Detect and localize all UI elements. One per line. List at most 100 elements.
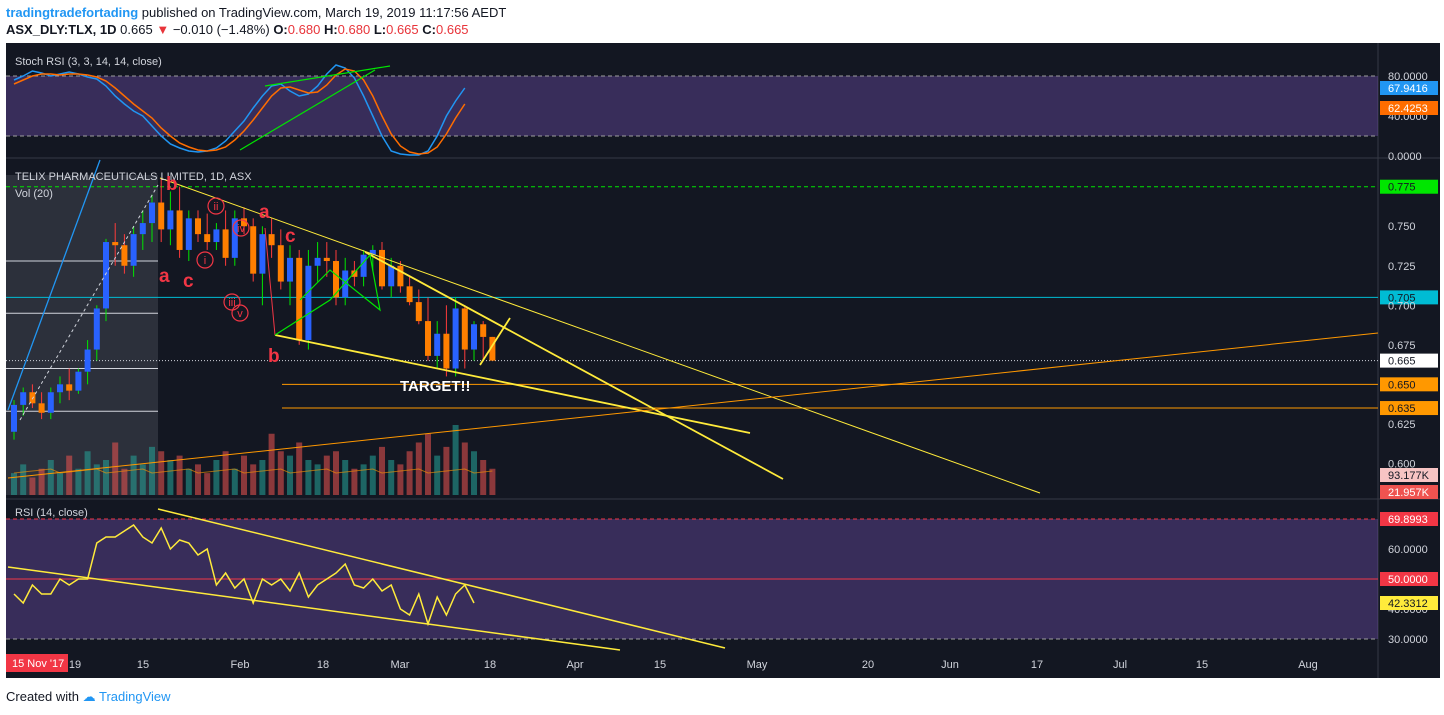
volume-bar <box>434 455 441 495</box>
candle-body <box>38 403 45 413</box>
volume-bar <box>29 477 36 495</box>
price-level-label: 0.650 <box>1388 379 1416 391</box>
candle-body <box>66 384 73 391</box>
volume-bar <box>84 451 91 495</box>
rsi-support-line <box>7 566 621 651</box>
stoch-k-value: 67.9416 <box>1388 83 1428 95</box>
volume-title: Vol (20) <box>15 188 53 200</box>
volume-bar <box>351 468 358 495</box>
price-level-label: 0.705 <box>1388 292 1416 304</box>
candle-body <box>351 270 358 277</box>
symbol-line: ASX_DLY:TLX, 1D 0.665 ▼ −0.010 (−1.48%) … <box>6 21 506 38</box>
price-tick-label: 0.750 <box>1388 221 1416 233</box>
stoch-d-line <box>13 68 466 155</box>
high-label: H: <box>323 22 338 37</box>
volume-bar <box>296 442 303 495</box>
volume-label: 21.957K <box>1388 487 1430 499</box>
price-level-label: 0.635 <box>1388 403 1416 415</box>
candle-body <box>397 265 404 287</box>
wave-circle <box>196 251 214 269</box>
volume-bar <box>47 460 54 495</box>
wave-label: iii <box>228 297 235 309</box>
wave-label: b <box>268 346 280 367</box>
stoch-d-value: 62.4253 <box>1388 103 1428 115</box>
open-value: 0.680 <box>287 22 321 37</box>
volume-bar <box>406 451 413 495</box>
candle-body <box>195 218 201 235</box>
candle-body <box>20 392 27 405</box>
volume-bar <box>268 433 275 495</box>
last-price: 0.665 <box>120 22 153 37</box>
candle-body <box>425 321 431 356</box>
volume-bar <box>38 468 45 495</box>
close-value: 0.665 <box>436 22 469 37</box>
time-axis-label: 15 <box>137 659 149 671</box>
candle-body <box>369 249 376 255</box>
footer: Created with ☁ TradingView <box>6 689 171 705</box>
candle-body <box>84 349 91 372</box>
volume-bar <box>452 425 459 495</box>
volume-bar <box>121 468 128 495</box>
candle-body <box>213 229 220 243</box>
price-tick-label: 0.700 <box>1388 300 1416 312</box>
candle-body <box>434 333 441 356</box>
candle-body <box>305 265 312 341</box>
price-tick-label: 0.675 <box>1388 340 1416 352</box>
price-level-label: 0.775 <box>1388 182 1416 194</box>
candle-body <box>222 229 229 258</box>
volume-bar <box>259 460 266 495</box>
wave-label: c <box>285 226 296 247</box>
price-tick-label: 0.725 <box>1388 261 1416 273</box>
volume-bar <box>130 455 137 495</box>
time-axis-label: 20 <box>862 659 874 671</box>
plot-background <box>6 43 1378 649</box>
candle-body <box>415 302 422 322</box>
candle-body <box>250 226 257 274</box>
volume-bar <box>480 460 487 495</box>
stoch-title: Stoch RSI (3, 3, 14, 14, close) <box>15 56 162 68</box>
volume-bar <box>425 433 431 495</box>
volume-bar <box>231 468 238 495</box>
symbol-name[interactable]: ASX_DLY:TLX, 1D <box>6 22 117 37</box>
candle-body <box>388 265 395 287</box>
candle-body <box>47 392 54 413</box>
volume-bar <box>287 455 293 495</box>
candle-body <box>461 308 468 350</box>
candle-body <box>379 249 385 287</box>
time-axis-label: Apr <box>566 659 583 671</box>
tradingview-logo-icon[interactable]: ☁ <box>82 689 96 704</box>
candle-body <box>323 257 330 262</box>
volume-bar <box>379 446 385 495</box>
price-level-label: 0.665 <box>1388 356 1416 368</box>
candle-body <box>333 261 339 298</box>
time-axis-label: 18 <box>317 659 329 671</box>
candle-body <box>204 234 211 243</box>
candle-body <box>112 242 119 246</box>
divergence-line <box>239 69 376 151</box>
candle-body <box>241 218 247 227</box>
high-value: 0.680 <box>337 22 371 37</box>
candle-body <box>277 245 284 282</box>
volume-bar <box>167 460 174 495</box>
wave-label: i <box>204 255 206 267</box>
candle-body <box>93 308 100 350</box>
start-date-label: 15 Nov '17 <box>12 658 64 670</box>
price-level-label-bg <box>1380 179 1438 194</box>
start-date-badge <box>6 654 68 672</box>
candle-body <box>121 245 128 266</box>
wave-label: v <box>237 308 243 320</box>
tradingview-brand[interactable]: TradingView <box>99 689 171 704</box>
wedge-resistance-line <box>364 251 784 480</box>
rsi-tick-label: 30.0000 <box>1388 634 1428 646</box>
rsi-value: 42.3312 <box>1388 598 1428 610</box>
author-link[interactable]: tradingtradefortading <box>6 5 139 20</box>
volume-bar <box>139 464 146 495</box>
volume-bar <box>11 473 17 495</box>
volume-bar <box>360 464 367 495</box>
stoch-tick-label: 80.0000 <box>1388 71 1428 83</box>
volume-bar <box>20 464 27 495</box>
volume-bar <box>314 464 321 495</box>
wedge-lower-line <box>274 334 751 434</box>
price-level-label-bg <box>1380 353 1438 368</box>
